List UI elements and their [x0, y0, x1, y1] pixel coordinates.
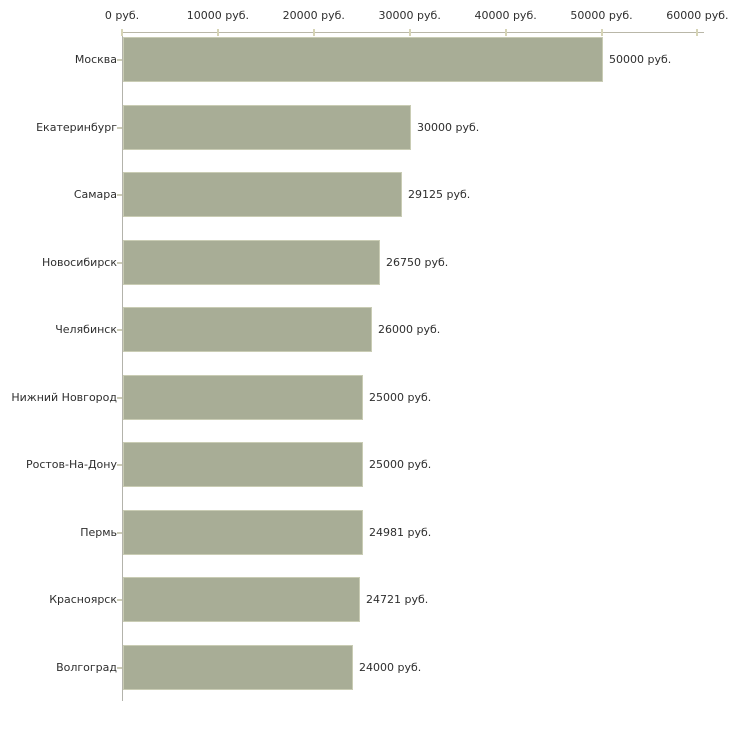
category-label: Красноярск — [49, 593, 117, 606]
y-axis-tick-mark — [117, 666, 122, 669]
category-label: Ростов-На-Дону — [25, 458, 117, 471]
category-label: Новосибирск — [41, 255, 117, 269]
y-axis-tick-mark — [117, 329, 122, 331]
bar-value-label: 25000 руб. — [369, 458, 432, 471]
category-label: Москва — [74, 53, 117, 66]
x-axis-tick-mark — [216, 29, 219, 36]
bar-value-label: 24721 руб. — [366, 593, 429, 606]
y-axis-tick-mark — [117, 126, 122, 129]
bar-5 — [123, 374, 363, 420]
category-label: Екатеринбург — [36, 120, 117, 134]
category-label: Пермь — [80, 525, 117, 539]
y-axis-tick-mark — [117, 531, 122, 534]
y-axis-tick-mark — [117, 194, 122, 196]
bar-6 — [123, 442, 363, 487]
x-axis-tick-label: 50000 руб. — [570, 9, 633, 22]
x-axis-tick-mark — [600, 29, 603, 36]
x-axis-tick-mark — [312, 29, 315, 36]
bar-value-label: 50000 руб. — [609, 53, 672, 66]
x-axis-tick-label: 60000 руб. — [666, 9, 729, 22]
bar-value-label: 24981 руб. — [369, 525, 432, 539]
x-axis-tick-label: 40000 руб. — [474, 9, 537, 22]
category-label: Нижний Новгород — [11, 390, 117, 404]
y-axis-tick-mark — [117, 599, 122, 601]
bar-9 — [123, 644, 353, 690]
bar-value-label: 30000 руб. — [417, 120, 480, 134]
x-axis-tick-mark — [408, 29, 411, 36]
x-axis-tick-label: 20000 руб. — [282, 9, 345, 22]
category-label: Самара — [73, 188, 117, 201]
x-axis-tick-label: 10000 руб. — [186, 9, 250, 22]
bar-0 — [123, 37, 603, 82]
x-axis-tick-label: 0 руб. — [104, 9, 140, 22]
x-axis-tick-mark — [504, 29, 507, 36]
bar-1 — [123, 104, 411, 150]
bar-value-label: 25000 руб. — [369, 390, 432, 404]
bar-3 — [123, 239, 380, 285]
x-axis-line — [122, 32, 704, 33]
y-axis-tick-mark — [117, 59, 122, 61]
y-axis-tick-mark — [117, 396, 122, 399]
x-axis-tick-mark — [696, 29, 699, 36]
y-axis-tick-mark — [117, 464, 122, 466]
bar-4 — [123, 307, 372, 352]
category-label: Челябинск — [55, 323, 117, 336]
bar-2 — [123, 172, 402, 217]
x-axis-tick-label: 30000 руб. — [378, 9, 441, 22]
bar-7 — [123, 509, 363, 555]
bar-value-label: 29125 руб. — [408, 188, 471, 201]
bar-value-label: 26000 руб. — [378, 323, 441, 336]
y-axis-tick-mark — [117, 261, 122, 264]
bar-value-label: 26750 руб. — [386, 255, 449, 269]
x-axis-tick-mark — [121, 29, 123, 36]
y-axis-line — [122, 32, 123, 701]
bar-value-label: 24000 руб. — [359, 660, 422, 674]
category-label: Волгоград — [56, 660, 117, 674]
bar-8 — [123, 577, 360, 622]
